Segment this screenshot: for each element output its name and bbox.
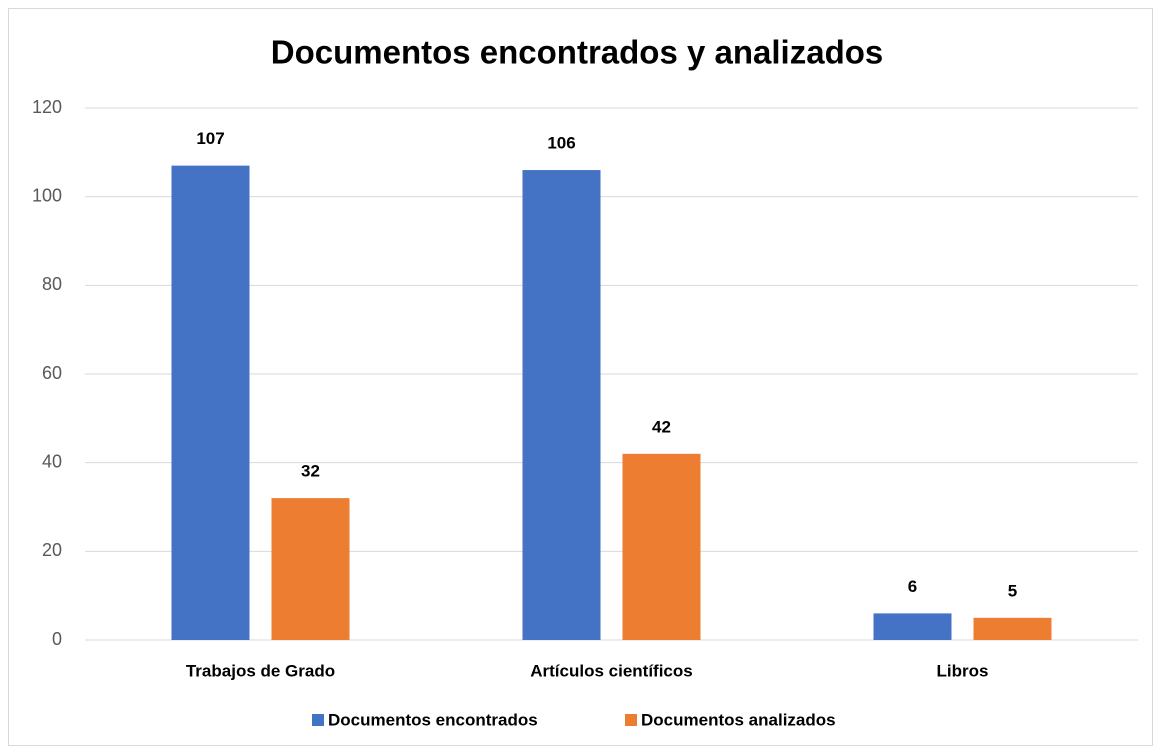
legend-swatch (625, 714, 637, 726)
bar (873, 613, 952, 640)
legend-label: Documentos analizados (641, 710, 836, 729)
x-tick-label: Trabajos de Grado (186, 661, 335, 680)
y-tick-label: 80 (42, 274, 62, 294)
data-label: 107 (196, 129, 224, 148)
y-tick-label: 20 (42, 540, 62, 560)
legend-label: Documentos encontrados (328, 710, 538, 729)
bar (973, 617, 1052, 640)
y-tick-label: 40 (42, 451, 62, 471)
y-tick-label: 0 (52, 629, 62, 649)
legend-swatch (312, 714, 324, 726)
y-tick-label: 60 (42, 363, 62, 383)
bar (171, 165, 250, 640)
bar (271, 498, 350, 640)
x-tick-label: Libros (937, 661, 989, 680)
data-label: 106 (547, 134, 575, 153)
bar (522, 170, 601, 641)
data-label: 5 (1008, 581, 1017, 600)
data-label: 6 (908, 577, 917, 596)
data-label: 32 (301, 462, 320, 481)
bar (622, 453, 701, 640)
y-tick-label: 120 (32, 97, 62, 117)
chart-title: Documentos encontrados y analizados (271, 34, 883, 71)
data-label: 42 (652, 417, 671, 436)
x-tick-label: Artículos científicos (530, 661, 692, 680)
y-tick-label: 100 (32, 185, 62, 205)
